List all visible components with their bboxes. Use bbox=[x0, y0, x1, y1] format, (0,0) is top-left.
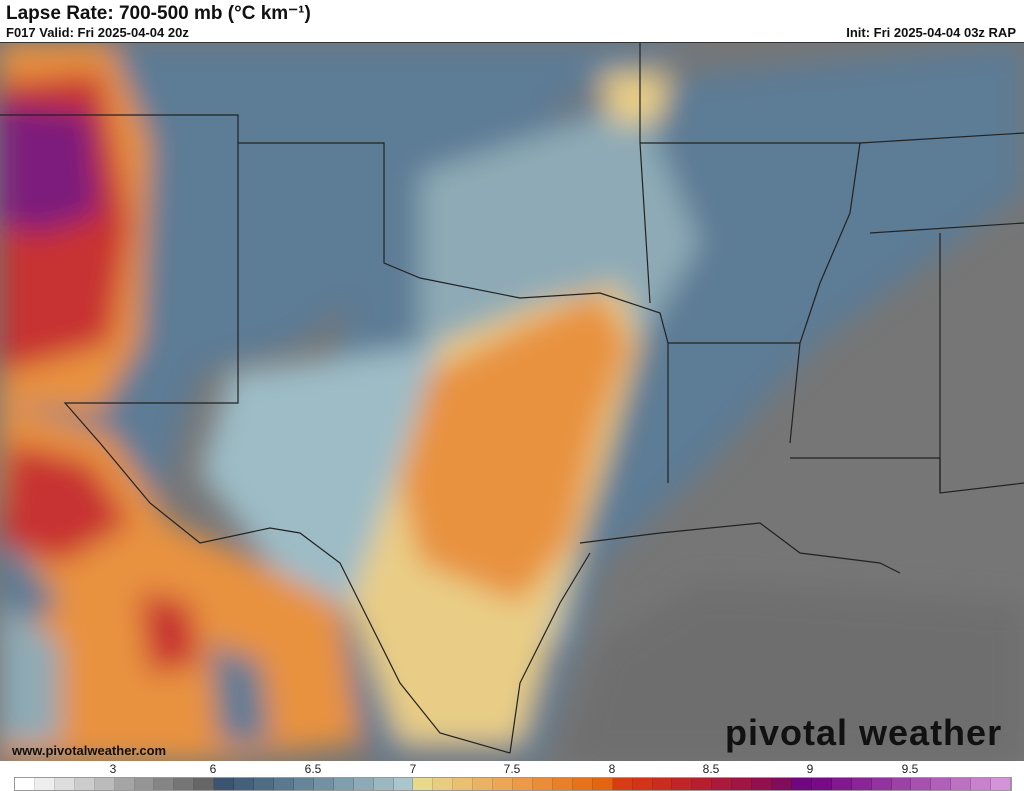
colorbar-tick: 7.5 bbox=[503, 762, 521, 776]
colorbar-tick: 7 bbox=[409, 762, 417, 776]
map-title: Lapse Rate: 700-500 mb (°C km⁻¹) bbox=[6, 3, 311, 24]
colorbar-tick: 8.5 bbox=[702, 762, 720, 776]
colorbar-swatch bbox=[732, 778, 753, 790]
colorbar-swatch bbox=[373, 778, 394, 790]
colorbar-swatch bbox=[811, 778, 832, 790]
colorbar-swatch bbox=[911, 778, 932, 790]
colorbar-swatch bbox=[791, 778, 812, 790]
colorbar-swatch bbox=[333, 778, 354, 790]
colorbar-swatch bbox=[851, 778, 872, 790]
colorbar-swatch bbox=[712, 778, 733, 790]
colorbar-swatch bbox=[313, 778, 334, 790]
colorbar-swatch bbox=[74, 778, 95, 790]
init-time: Init: Fri 2025-04-04 03z RAP bbox=[846, 25, 1016, 40]
colorbar-swatch bbox=[772, 778, 792, 790]
colorbar-swatch bbox=[94, 778, 115, 790]
colorbar-swatch bbox=[214, 778, 235, 790]
colorbar-swatch bbox=[293, 778, 314, 790]
colorbar-swatch bbox=[532, 778, 553, 790]
colorbar-swatch bbox=[672, 778, 693, 790]
colorbar-swatch bbox=[951, 778, 972, 790]
colorbar-swatch bbox=[592, 778, 613, 790]
colorbar-tick: 3 bbox=[109, 762, 117, 776]
colorbar-swatch bbox=[114, 778, 135, 790]
colorbar-tick: 8 bbox=[608, 762, 616, 776]
colorbar-swatch bbox=[254, 778, 274, 790]
colorbar-tick: 6 bbox=[209, 762, 217, 776]
colorbar-swatch bbox=[692, 778, 713, 790]
colorbar-swatch bbox=[174, 778, 195, 790]
colorbar-tick: 9.5 bbox=[901, 762, 919, 776]
colorbar-swatch bbox=[572, 778, 593, 790]
colorbar-swatch bbox=[15, 778, 35, 790]
lapse-rate-field bbox=[0, 43, 1024, 761]
colorbar-swatch bbox=[54, 778, 75, 790]
colorbar-swatch bbox=[453, 778, 474, 790]
colorbar-swatch bbox=[194, 778, 215, 790]
colorbar-swatch bbox=[34, 778, 55, 790]
colorbar-swatch bbox=[493, 778, 514, 790]
colorbar-swatch bbox=[154, 778, 175, 790]
colorbar-swatch bbox=[612, 778, 633, 790]
colorbar bbox=[14, 777, 1012, 791]
colorbar-swatch bbox=[871, 778, 892, 790]
colorbar-swatch bbox=[393, 778, 414, 790]
colorbar-swatch bbox=[652, 778, 673, 790]
colorbar-swatch bbox=[353, 778, 374, 790]
colorbar-swatch bbox=[632, 778, 653, 790]
colorbar-swatch bbox=[552, 778, 573, 790]
colorbar-tick: 9 bbox=[806, 762, 814, 776]
state-borders bbox=[0, 43, 1024, 754]
colorbar-swatch bbox=[413, 778, 434, 790]
weather-map[interactable] bbox=[0, 42, 1024, 761]
colorbar-swatch bbox=[433, 778, 454, 790]
colorbar-swatch bbox=[971, 778, 992, 790]
colorbar-swatch bbox=[473, 778, 494, 790]
website-label: www.pivotalweather.com bbox=[12, 743, 167, 758]
colorbar-swatch bbox=[234, 778, 255, 790]
colorbar-swatch bbox=[931, 778, 952, 790]
colorbar-swatch bbox=[831, 778, 852, 790]
colorbar-swatch bbox=[273, 778, 294, 790]
colorbar-swatch bbox=[891, 778, 912, 790]
colorbar-swatch bbox=[134, 778, 155, 790]
colorbar-swatch bbox=[752, 778, 773, 790]
colorbar-swatch bbox=[513, 778, 533, 790]
colorbar-swatch bbox=[991, 778, 1012, 790]
pivotal-weather-logo: pivotal weather bbox=[725, 712, 1003, 753]
valid-time: F017 Valid: Fri 2025-04-04 20z bbox=[6, 25, 189, 40]
colorbar-tick: 6.5 bbox=[304, 762, 322, 776]
